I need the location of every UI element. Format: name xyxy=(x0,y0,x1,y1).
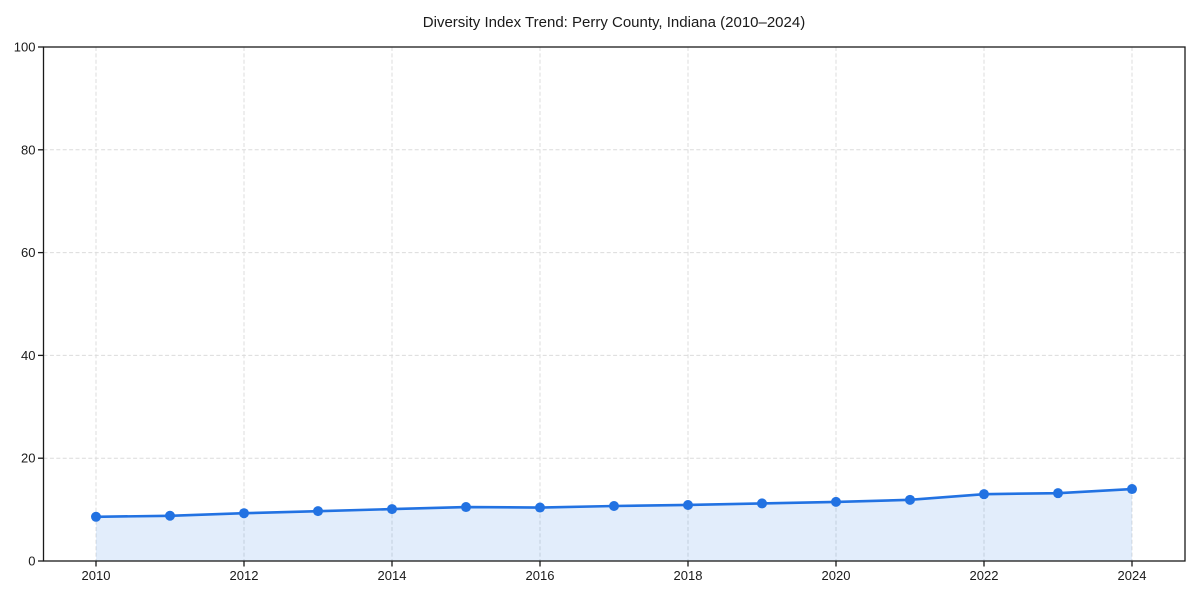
y-tick-label: 20 xyxy=(21,451,35,466)
data-point xyxy=(831,496,841,507)
x-tick-label: 2018 xyxy=(674,568,703,583)
data-point xyxy=(683,499,693,510)
data-point xyxy=(165,510,175,521)
x-tick-label: 2014 xyxy=(378,568,407,583)
plot-border xyxy=(42,46,1186,562)
x-tick-labels: 2010 2012 2014 2016 2018 2020 2022 2024 xyxy=(82,568,1147,583)
y-tick-label: 80 xyxy=(21,142,35,157)
data-point xyxy=(387,504,397,515)
y-tick-label: 60 xyxy=(21,245,35,260)
x-tick-label: 2010 xyxy=(82,568,111,583)
data-point xyxy=(609,501,619,512)
data-point xyxy=(757,498,767,509)
x-tick-label: 2016 xyxy=(526,568,555,583)
data-point xyxy=(1127,484,1137,495)
y-tick-labels: 0 20 40 60 80 100 xyxy=(14,40,36,569)
y-tick-label: 40 xyxy=(21,348,35,363)
axes-layer xyxy=(38,46,1186,567)
x-tick-label: 2012 xyxy=(230,568,259,583)
chart-title: Diversity Index Trend: Perry County, Ind… xyxy=(423,14,805,31)
y-tick-label: 0 xyxy=(28,554,35,569)
data-point xyxy=(1053,488,1063,499)
data-point xyxy=(313,506,323,517)
data-point xyxy=(239,508,249,519)
data-points-layer xyxy=(91,484,1137,522)
data-point xyxy=(905,494,915,505)
data-point xyxy=(461,502,471,513)
data-point xyxy=(979,489,989,500)
data-point xyxy=(91,511,101,522)
x-tick-label: 2024 xyxy=(1118,568,1147,583)
vertical-gridlines xyxy=(95,47,1133,561)
area-fill-layer xyxy=(96,489,1132,561)
horizontal-gridlines xyxy=(43,149,1185,459)
y-tick-label: 100 xyxy=(14,40,36,55)
data-point xyxy=(535,502,545,513)
x-tick-label: 2022 xyxy=(970,568,999,583)
x-tick-label: 2020 xyxy=(822,568,851,583)
area-fill xyxy=(96,489,1132,561)
